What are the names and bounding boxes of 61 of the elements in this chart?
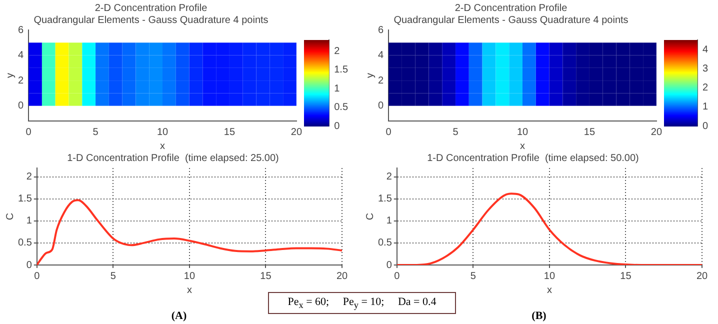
y-tick-label: 4 xyxy=(18,50,24,62)
chart-title: 1-D Concentration Profile (time elapsed: 50.00) xyxy=(427,152,639,164)
x-tick-label: 5 xyxy=(110,270,116,282)
x-tick-label: 10 xyxy=(544,270,556,282)
color-bar-label: 2 xyxy=(702,82,708,94)
x-axis-title: x xyxy=(520,140,525,152)
x-axis-title: x xyxy=(160,140,165,152)
x-tick-label: 20 xyxy=(650,126,662,138)
x-tick-label: 10 xyxy=(156,126,168,138)
y-tick-label: 0 xyxy=(386,260,392,271)
y-tick-label: 2 xyxy=(18,75,24,86)
chart-subtitle: Quadrangular Elements - Gauss Quadrature 4 points xyxy=(34,14,268,26)
color-bar-label: 1 xyxy=(334,83,340,94)
y-tick-label: 2 xyxy=(378,75,384,86)
y-tick-label: 1.5 xyxy=(18,194,32,205)
y-tick-label: 0 xyxy=(378,100,384,112)
y-tick-label: 4 xyxy=(378,50,384,62)
x-axis-title: x xyxy=(546,284,552,296)
y-axis-title: C xyxy=(4,212,16,220)
x-tick-label: 15 xyxy=(224,126,236,138)
x-tick-label: 5 xyxy=(452,126,459,138)
y-tick-label: 6 xyxy=(18,24,24,36)
color-bar-label: 4 xyxy=(702,44,708,56)
x-tick-label: 5 xyxy=(470,270,476,282)
y-tick-label: 0.5 xyxy=(378,238,392,249)
y-tick-label: 0 xyxy=(18,100,24,112)
x-tick-label: 15 xyxy=(260,270,272,282)
y-tick-label: 0.5 xyxy=(18,238,32,249)
x-tick-label: 20 xyxy=(336,270,348,282)
y-tick-label: 0 xyxy=(26,260,32,271)
y-tick-label: 1 xyxy=(386,216,392,227)
text: (B) xyxy=(530,310,548,322)
y-axis-title: y xyxy=(364,73,376,78)
x-axis-title: x xyxy=(186,284,192,296)
x-tick-label: 20 xyxy=(696,270,708,282)
y-tick-label: 2 xyxy=(386,172,392,183)
y-axis-title: C xyxy=(364,212,376,220)
x-tick-label: 0 xyxy=(394,270,400,282)
x-tick-label: 0 xyxy=(34,270,40,282)
x-tick-label: 5 xyxy=(92,126,99,138)
chart-title: 2-D Concentration Profile xyxy=(454,2,568,14)
y-tick-label: 1 xyxy=(26,216,32,227)
text: Pe$_{x}$ = 60; Pe$_{y}$ = 10; Da = 0.4 xyxy=(268,292,456,314)
x-tick-label: 10 xyxy=(516,126,528,138)
x-tick-label: 15 xyxy=(620,270,632,282)
color-bar-label: 1.5 xyxy=(334,64,348,76)
color-bar-label: 0.5 xyxy=(334,102,348,114)
chart-title: 2-D Concentration Profile xyxy=(94,2,208,14)
y-tick-label: 2 xyxy=(26,172,32,183)
text: (A) xyxy=(170,310,188,322)
chart-subtitle: Quadrangular Elements - Gauss Quadrature 4 points xyxy=(394,14,628,26)
chart-title: 1-D Concentration Profile (time elapsed: 25.00) xyxy=(67,152,279,164)
x-tick-label: 15 xyxy=(584,126,596,138)
color-bar-label: 1 xyxy=(702,102,708,113)
y-tick-label: 1.5 xyxy=(378,194,392,205)
x-tick-label: 20 xyxy=(290,126,302,138)
y-axis-title: y xyxy=(4,73,16,78)
x-tick-label: 10 xyxy=(184,270,196,282)
color-bar-label: 2 xyxy=(334,46,340,57)
color-bar-label: 3 xyxy=(702,63,708,74)
y-tick-label: 6 xyxy=(378,24,384,36)
